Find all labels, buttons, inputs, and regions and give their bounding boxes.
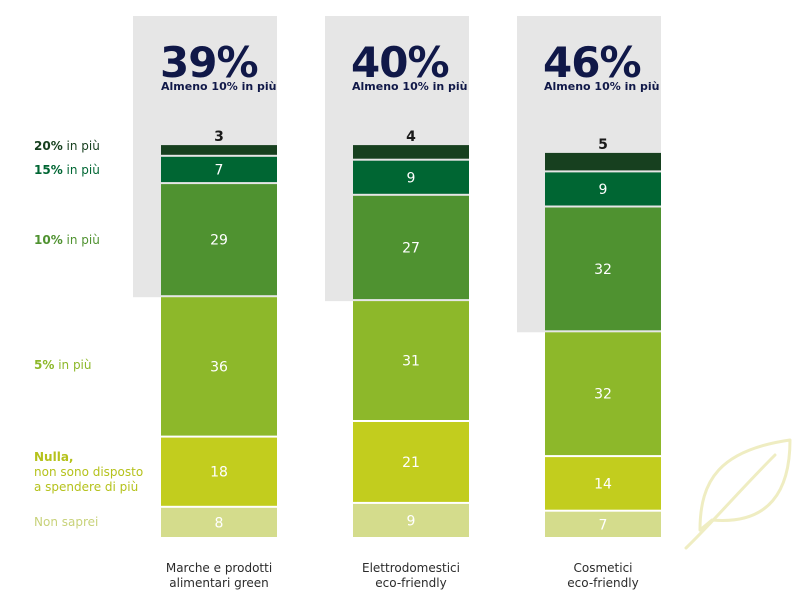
- legend-line: non sono disposto: [34, 465, 144, 479]
- data-label: 9: [599, 182, 608, 198]
- legend-item-10: 10% in più: [34, 233, 100, 248]
- bar-segment: [545, 332, 661, 456]
- legend-bold: 20%: [34, 139, 63, 153]
- data-label: 9: [407, 170, 416, 186]
- category-line: Elettrodomestici: [362, 561, 460, 575]
- data-label: 21: [402, 455, 420, 471]
- bar-segment: [353, 195, 469, 300]
- data-label: 8: [215, 515, 224, 531]
- legend-bold: 5%: [34, 358, 55, 372]
- category-label-1: Elettrodomestici eco-friendly: [336, 561, 486, 591]
- bar-segment: [353, 160, 469, 194]
- legend-line: a spendere di più: [34, 480, 139, 494]
- legend-item-nonsaprei: Non saprei: [34, 515, 98, 530]
- data-label: 32: [594, 387, 612, 403]
- legend-rest: in più: [54, 358, 92, 372]
- bar-segment: [161, 145, 277, 155]
- bar-segment: [353, 145, 469, 159]
- data-label: 29: [210, 233, 228, 249]
- highlight-value-0: 39%: [160, 38, 259, 87]
- legend-bold: 10%: [34, 233, 63, 247]
- legend-bold: Nulla,: [34, 450, 74, 464]
- data-label: 32: [594, 262, 612, 278]
- bar-segment: [545, 457, 661, 510]
- bar-segment: [161, 297, 277, 436]
- data-label: 14: [594, 476, 612, 492]
- bar-segment: [161, 184, 277, 296]
- category-line: eco-friendly: [375, 576, 447, 590]
- legend-rest: Non saprei: [34, 515, 99, 529]
- legend-item-5: 5% in più: [34, 358, 92, 373]
- bar-segment: [161, 156, 277, 183]
- highlight-value-1: 40%: [351, 38, 450, 87]
- leaf-icon: [684, 438, 792, 550]
- legend-bold: 15%: [34, 163, 63, 177]
- bar-segment: [353, 503, 469, 537]
- data-label: 36: [210, 359, 228, 375]
- legend-rest: in più: [62, 139, 100, 153]
- highlight-value-2: 46%: [543, 38, 642, 87]
- legend-item-15: 15% in più: [34, 163, 100, 178]
- category-line: alimentari green: [169, 576, 269, 590]
- category-line: eco-friendly: [567, 576, 639, 590]
- data-label: 9: [407, 513, 416, 529]
- bar-segment: [161, 437, 277, 506]
- bar-segment: [161, 507, 277, 537]
- bar-segment: [545, 152, 661, 171]
- highlight-label-0: Almeno 10% in più: [161, 80, 277, 93]
- data-label: 3: [214, 129, 224, 145]
- data-label: 27: [402, 240, 420, 256]
- highlight-label-2: Almeno 10% in più: [544, 80, 660, 93]
- category-line: Marche e prodotti: [165, 561, 273, 575]
- legend-rest: in più: [62, 163, 100, 177]
- data-label: 5: [598, 137, 608, 153]
- category-label-0: Marche e prodotti alimentari green: [144, 561, 294, 591]
- legend-rest: in più: [62, 233, 100, 247]
- bar-segment: [353, 422, 469, 502]
- legend-item-20: 20% in più: [34, 139, 100, 154]
- bar-segment: [545, 172, 661, 206]
- highlight-label-1: Almeno 10% in più: [352, 80, 468, 93]
- data-label: 7: [215, 162, 224, 178]
- bar-segment: [545, 511, 661, 537]
- data-label: 18: [210, 465, 228, 481]
- legend-item-nulla: Nulla, non sono disposto a spendere di p…: [34, 450, 143, 495]
- data-label: 7: [599, 517, 608, 533]
- category-label-2: Cosmetici eco-friendly: [528, 561, 678, 591]
- data-label: 31: [402, 354, 420, 370]
- bar-segment: [545, 207, 661, 331]
- category-line: Cosmetici: [573, 561, 633, 575]
- bar-segment: [353, 301, 469, 420]
- data-label: 4: [406, 129, 416, 145]
